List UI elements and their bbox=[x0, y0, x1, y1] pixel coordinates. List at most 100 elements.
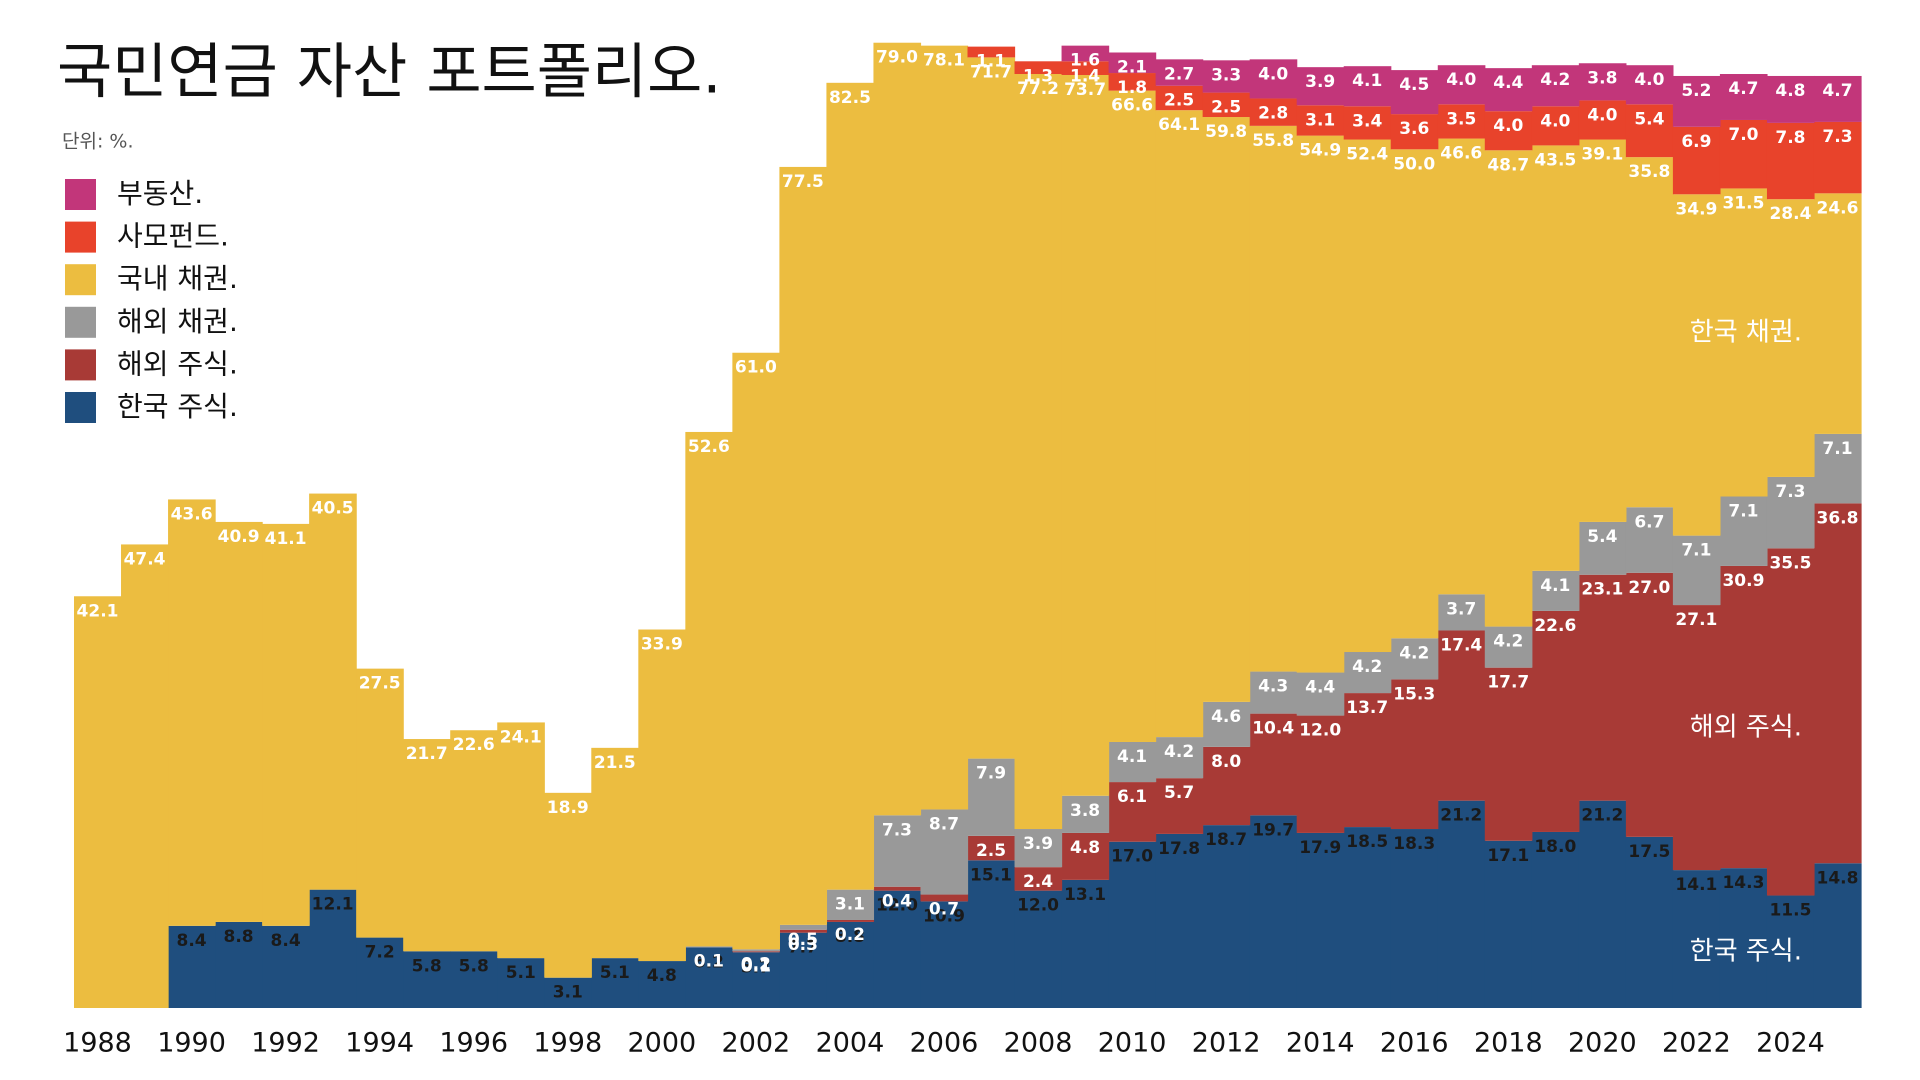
x-tick-label: 1994 bbox=[345, 1028, 414, 1059]
area-segment bbox=[1343, 652, 1392, 694]
area-segment bbox=[1625, 157, 1674, 508]
data-label: 4.8 bbox=[1070, 838, 1100, 858]
data-label: 0.7 bbox=[929, 900, 959, 920]
data-label: 4.2 bbox=[1352, 657, 1382, 677]
area-segment bbox=[1296, 67, 1345, 106]
data-label: 2.7 bbox=[1164, 64, 1194, 84]
legend-label: 부동산. bbox=[117, 177, 203, 210]
data-label: 5.1 bbox=[506, 963, 536, 983]
data-label: 54.9 bbox=[1299, 141, 1341, 161]
area-segment bbox=[1155, 778, 1204, 834]
area-segment bbox=[1484, 667, 1533, 841]
data-label: 78.1 bbox=[923, 51, 965, 71]
data-label: 71.7 bbox=[970, 62, 1012, 82]
data-label: 1.8 bbox=[1117, 78, 1147, 98]
data-label: 0.3 bbox=[788, 935, 818, 955]
area-segment bbox=[1813, 503, 1862, 864]
data-label: 7.2 bbox=[365, 943, 395, 963]
data-label: 10.9 bbox=[923, 906, 965, 926]
area-segment bbox=[1531, 65, 1580, 107]
area-segment bbox=[967, 758, 1016, 836]
data-label: 13.1 bbox=[1064, 885, 1106, 905]
data-label: 7.7 bbox=[788, 938, 818, 958]
area-segment bbox=[1672, 535, 1721, 606]
area-segment bbox=[403, 951, 451, 1008]
area-segment bbox=[1625, 65, 1674, 105]
data-label: 42.1 bbox=[77, 601, 119, 621]
data-label: 5.8 bbox=[459, 956, 489, 976]
area-segment bbox=[685, 947, 733, 1008]
area-segment bbox=[1249, 59, 1298, 99]
area-segment bbox=[356, 668, 404, 938]
area-segment bbox=[1719, 868, 1768, 1008]
data-label: 18.3 bbox=[1393, 834, 1435, 854]
area-segment bbox=[544, 792, 592, 978]
data-label: 40.5 bbox=[312, 499, 354, 519]
data-label: 8.8 bbox=[224, 927, 254, 947]
data-label: 21.5 bbox=[594, 753, 636, 773]
area-segment bbox=[497, 722, 545, 959]
legend-swatch bbox=[65, 349, 96, 381]
area-segment bbox=[1672, 126, 1721, 195]
data-label: 21.7 bbox=[406, 744, 448, 764]
area-segment bbox=[1766, 122, 1815, 200]
data-label: 77.2 bbox=[1017, 79, 1059, 99]
area-segment bbox=[1155, 110, 1204, 738]
chart-title: 국민연금 자산 포트폴리오. bbox=[57, 38, 721, 108]
x-tick-label: 1990 bbox=[157, 1028, 226, 1059]
area-segment bbox=[1390, 70, 1439, 115]
data-label: 24.6 bbox=[1817, 198, 1859, 218]
data-label: 8.4 bbox=[271, 931, 301, 951]
data-label: 5.7 bbox=[741, 957, 771, 977]
data-label: 46.6 bbox=[1440, 144, 1482, 164]
data-label: 4.1 bbox=[1117, 747, 1147, 767]
area-segment bbox=[826, 919, 875, 922]
area-segment bbox=[1484, 626, 1533, 668]
data-label: 4.6 bbox=[1211, 707, 1241, 727]
data-label: 18.5 bbox=[1346, 832, 1388, 852]
x-tick-label: 2012 bbox=[1192, 1028, 1261, 1059]
area-segment bbox=[1061, 61, 1110, 75]
data-label: 4.0 bbox=[1587, 105, 1617, 125]
data-label: 24.1 bbox=[500, 727, 542, 747]
area-segment bbox=[1531, 570, 1580, 611]
data-label: 41.1 bbox=[265, 529, 307, 549]
x-tick-label: 2016 bbox=[1380, 1028, 1449, 1059]
data-label: 19.7 bbox=[1252, 820, 1294, 840]
area-segment bbox=[1202, 825, 1251, 1008]
data-label: 31.5 bbox=[1722, 193, 1764, 213]
area-segment bbox=[967, 57, 1016, 759]
data-label: 12.0 bbox=[876, 896, 918, 916]
data-label: 4.0 bbox=[1446, 70, 1476, 90]
data-label: 40.9 bbox=[218, 527, 260, 547]
area-segment bbox=[1437, 138, 1486, 595]
area-segment bbox=[1296, 135, 1345, 673]
data-label: 7.1 bbox=[1822, 439, 1852, 459]
area-segment bbox=[1719, 74, 1768, 120]
data-label: 0.2 bbox=[741, 954, 771, 974]
legend-label: 사모펀드. bbox=[117, 220, 229, 253]
area-segment bbox=[1719, 119, 1768, 189]
area-segment bbox=[74, 596, 122, 1008]
data-label: 79.0 bbox=[876, 48, 918, 68]
area-segment bbox=[1813, 193, 1862, 434]
area-segment bbox=[309, 889, 357, 1008]
area-segment bbox=[920, 894, 969, 902]
data-label: 12.0 bbox=[1017, 896, 1059, 916]
area-segment bbox=[1625, 572, 1674, 837]
area-segment bbox=[1202, 60, 1251, 93]
area-segment bbox=[168, 925, 216, 1008]
area-segment bbox=[685, 431, 733, 947]
data-label: 22.6 bbox=[1534, 616, 1576, 636]
data-label: 3.1 bbox=[1305, 110, 1335, 130]
data-label: 4.7 bbox=[1728, 79, 1758, 99]
data-label: 3.1 bbox=[553, 983, 583, 1003]
data-label: 39.1 bbox=[1581, 145, 1623, 165]
data-label: 17.8 bbox=[1158, 839, 1200, 859]
area-segment bbox=[1155, 85, 1204, 111]
data-label: 1.6 bbox=[1070, 51, 1100, 71]
data-label: 28.4 bbox=[1769, 204, 1811, 224]
area-segment bbox=[1155, 833, 1204, 1008]
area-segment bbox=[1014, 74, 1063, 830]
area-segment bbox=[1108, 782, 1157, 842]
